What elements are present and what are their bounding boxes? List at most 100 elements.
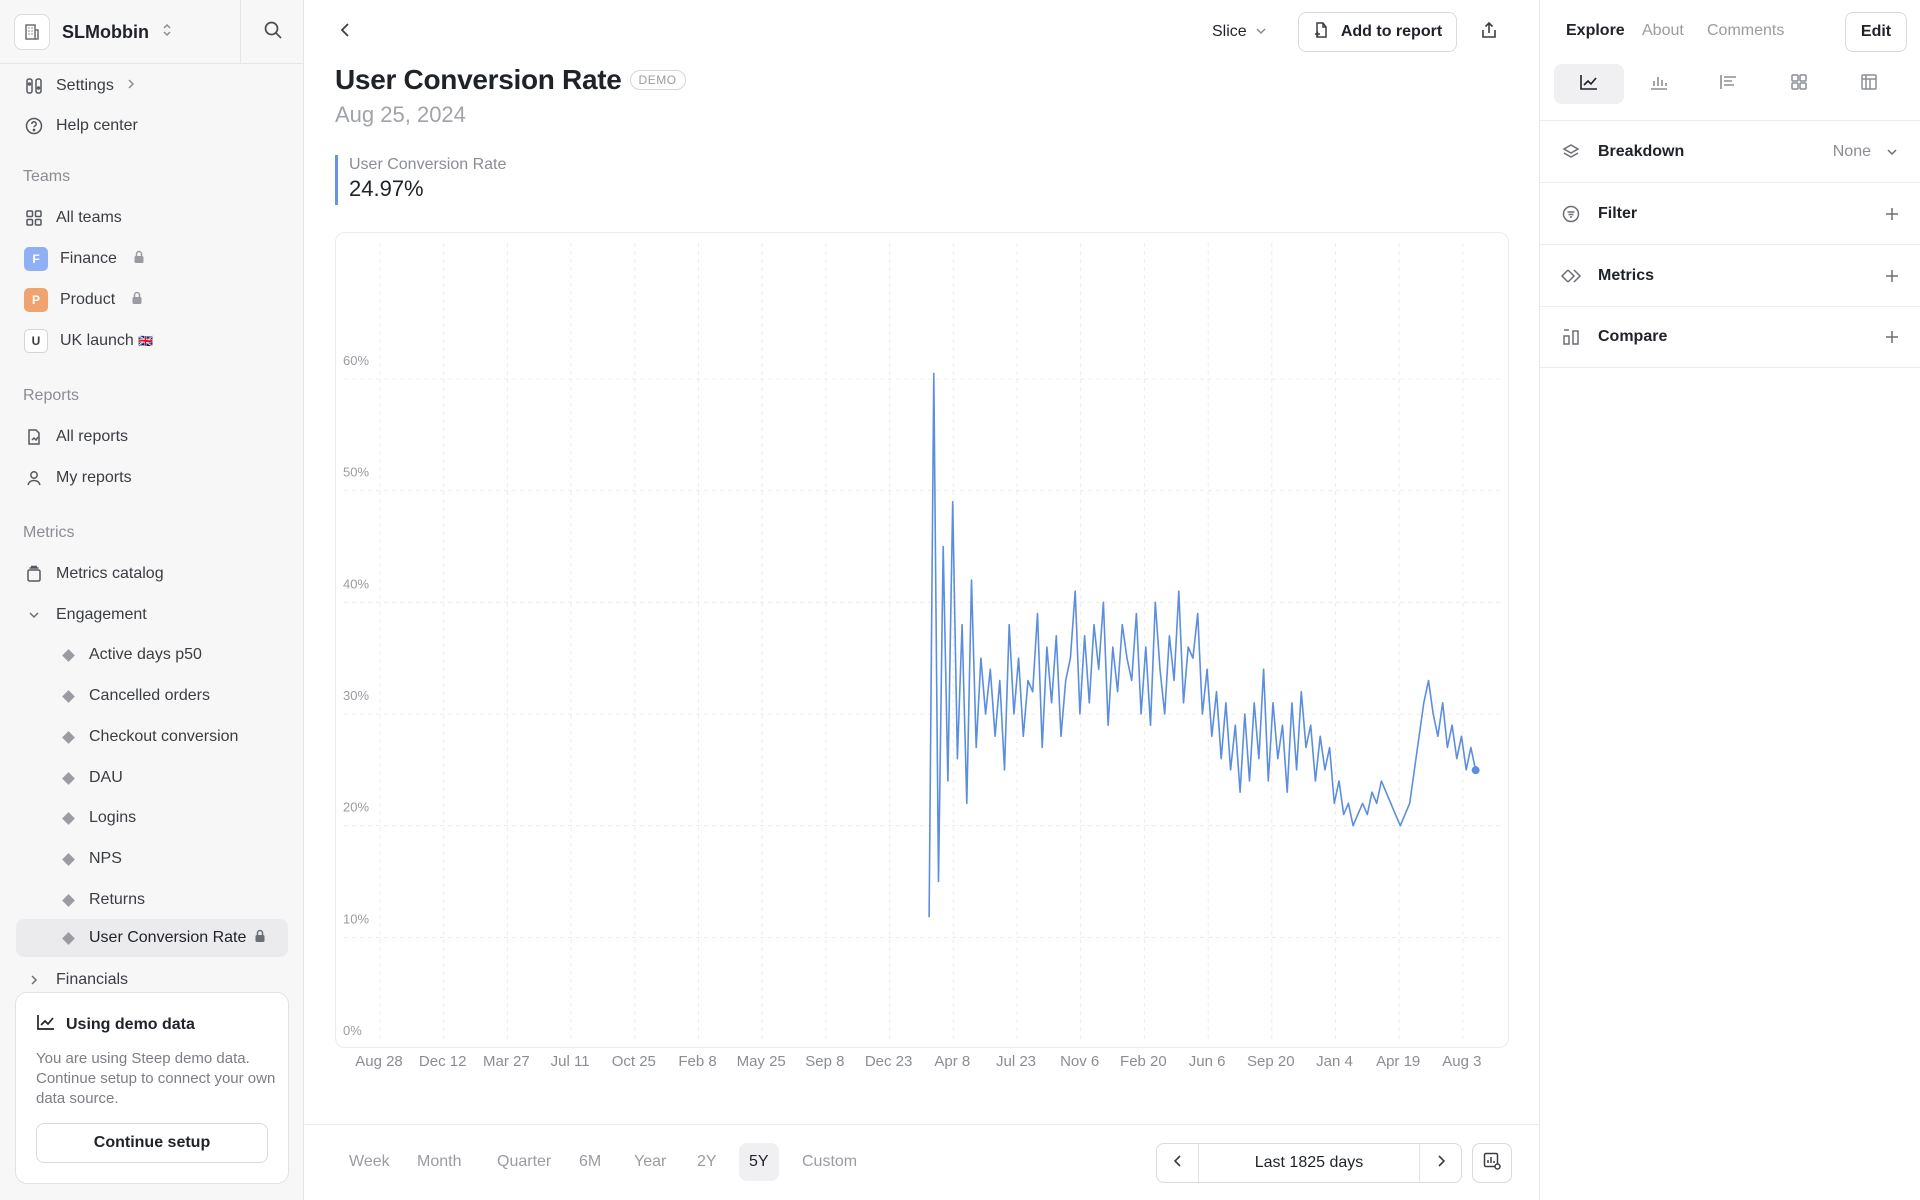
search-button[interactable]: [240, 0, 304, 64]
sidebar-metric-nps[interactable]: NPS: [16, 840, 288, 878]
sidebar: SLMobbin Settings: [0, 0, 304, 1200]
line-chart[interactable]: 0% 10% 20% 30% 40% 50% 60%: [336, 233, 1510, 1049]
viz-horizontal-bar-button[interactable]: [1694, 64, 1764, 104]
sidebar-item-label: All teams: [56, 209, 122, 226]
series-end-point[interactable]: [1471, 766, 1480, 775]
sidebar-item-label: Checkout conversion: [89, 728, 239, 745]
sidebar-item-finance[interactable]: F Finance: [16, 240, 288, 278]
viz-line-button[interactable]: [1554, 64, 1624, 104]
sidebar-metric-returns[interactable]: Returns: [16, 881, 288, 919]
chevron-updown-icon: [161, 22, 173, 43]
breakdown-row[interactable]: Breakdown None: [1540, 120, 1920, 182]
compare-icon: [1560, 326, 1582, 348]
filter-icon: [1560, 203, 1582, 225]
chart-container[interactable]: 0% 10% 20% 30% 40% 50% 60%: [335, 232, 1509, 1048]
plus-icon[interactable]: [1877, 199, 1907, 229]
series-line-user-conversion-rate[interactable]: [928, 372, 1477, 918]
slice-dropdown[interactable]: Slice: [1212, 16, 1267, 48]
team-badge: U: [24, 329, 48, 353]
next-period-button[interactable]: [1419, 1144, 1461, 1182]
edit-button[interactable]: Edit: [1845, 12, 1907, 52]
back-button[interactable]: [331, 18, 359, 46]
metric-diamond-icon: [62, 931, 75, 945]
tab-comments[interactable]: Comments: [1707, 22, 1785, 39]
settings-icon: [24, 76, 44, 96]
metrics-row[interactable]: Metrics: [1540, 244, 1920, 306]
range-tab-2y[interactable]: 2Y: [697, 1153, 717, 1170]
catalog-icon: [24, 564, 44, 584]
range-tab-custom[interactable]: Custom: [802, 1153, 858, 1170]
sidebar-metric-cancelled-orders[interactable]: Cancelled orders: [16, 677, 288, 715]
right-panel: Explore About Comments Edit: [1539, 0, 1920, 1200]
range-tab-quarter[interactable]: Quarter: [497, 1153, 552, 1170]
sidebar-group-engagement[interactable]: Engagement: [16, 596, 288, 634]
demo-data-card: Using demo data You are using Steep demo…: [15, 992, 289, 1184]
sidebar-metric-user-conversion-rate[interactable]: User Conversion Rate: [16, 919, 288, 957]
sidebar-item-product[interactable]: P Product: [16, 281, 288, 319]
metric-diamond-icon: [62, 771, 75, 785]
filter-row[interactable]: Filter: [1540, 182, 1920, 244]
metric-diamond-icon: [62, 689, 75, 703]
sidebar-item-all-reports[interactable]: All reports: [16, 418, 288, 456]
sidebar-metric-active-days-p50[interactable]: Active days p50: [16, 636, 288, 674]
x-tick-label: Oct 25: [611, 1053, 656, 1070]
line-chart-icon: [36, 1013, 56, 1036]
chevron-right-icon: [126, 77, 136, 95]
kpi-summary: User Conversion Rate 24.97%: [335, 155, 506, 205]
metric-diamond-icon: [62, 811, 75, 825]
viz-pivot-button[interactable]: [1834, 64, 1904, 104]
viz-bar-button[interactable]: [1624, 64, 1694, 104]
date-range-label[interactable]: Last 1825 days: [1254, 1154, 1364, 1171]
previous-period-button[interactable]: [1157, 1144, 1199, 1182]
sidebar-item-label: Settings: [56, 77, 114, 94]
sidebar-metric-checkout-conversion[interactable]: Checkout conversion: [16, 718, 288, 756]
x-tick-label: Apr 8: [934, 1053, 971, 1070]
share-button[interactable]: [1475, 18, 1503, 46]
sidebar-item-all-teams[interactable]: All teams: [16, 199, 288, 237]
sidebar-item-metrics-catalog[interactable]: Metrics catalog: [16, 555, 288, 593]
x-tick-label: Feb 20: [1120, 1053, 1167, 1070]
slice-label: Slice: [1212, 23, 1247, 40]
sidebar-item-label: Product: [60, 291, 116, 308]
add-to-report-button[interactable]: Add to report: [1298, 12, 1457, 52]
sidebar-metric-dau[interactable]: DAU: [16, 759, 288, 797]
range-tab-month[interactable]: Month: [417, 1153, 462, 1170]
continue-setup-button[interactable]: Continue setup: [36, 1123, 268, 1163]
visualization-switcher: [1554, 64, 1909, 104]
sidebar-metric-logins[interactable]: Logins: [16, 799, 288, 837]
tab-explore[interactable]: Explore: [1566, 22, 1625, 39]
x-tick-label: Jun 6: [1188, 1053, 1226, 1070]
x-tick-label: Jan 4: [1316, 1053, 1353, 1070]
tab-about[interactable]: About: [1642, 22, 1684, 39]
plus-icon[interactable]: [1877, 261, 1907, 291]
x-tick-label: Jul 11: [550, 1053, 590, 1070]
sidebar-group-financials[interactable]: Financials: [16, 961, 288, 994]
y-tick-label: 10%: [343, 911, 369, 926]
plus-icon[interactable]: [1877, 322, 1907, 352]
line-chart-icon: [1579, 73, 1599, 96]
viz-table-button[interactable]: [1764, 64, 1834, 104]
chart-settings-button[interactable]: [1472, 1143, 1512, 1183]
kpi-label: User Conversion Rate: [349, 156, 507, 173]
metric-diamond-icon: [62, 893, 75, 907]
title-row: User Conversion Rate DEMO: [335, 64, 686, 96]
sidebar-item-help-center[interactable]: Help center: [16, 107, 288, 145]
workspace-switcher[interactable]: SLMobbin: [14, 14, 173, 50]
compare-row[interactable]: Compare: [1540, 306, 1920, 368]
sidebar-item-settings[interactable]: Settings: [16, 67, 288, 105]
range-tab-year[interactable]: Year: [634, 1153, 667, 1170]
y-tick-label: 0%: [343, 1023, 362, 1038]
chevron-down-icon[interactable]: [1877, 137, 1907, 167]
chevron-left-icon: [1173, 1153, 1183, 1174]
sidebar-item-my-reports[interactable]: My reports: [16, 459, 288, 497]
sidebar-item-label: DAU: [89, 769, 123, 786]
range-tab-5y[interactable]: 5Y: [739, 1143, 779, 1181]
grid-icon: [24, 208, 44, 228]
x-tick-label: Sep 8: [805, 1053, 845, 1070]
compare-label: Compare: [1598, 328, 1668, 345]
range-tab-6m[interactable]: 6M: [579, 1153, 602, 1170]
range-tab-week[interactable]: Week: [349, 1153, 390, 1170]
chevron-left-icon: [339, 21, 351, 44]
sidebar-item-uk-launch[interactable]: U UK launch 🇬🇧: [16, 322, 288, 360]
sidebar-item-label: User Conversion Rate: [89, 929, 247, 946]
